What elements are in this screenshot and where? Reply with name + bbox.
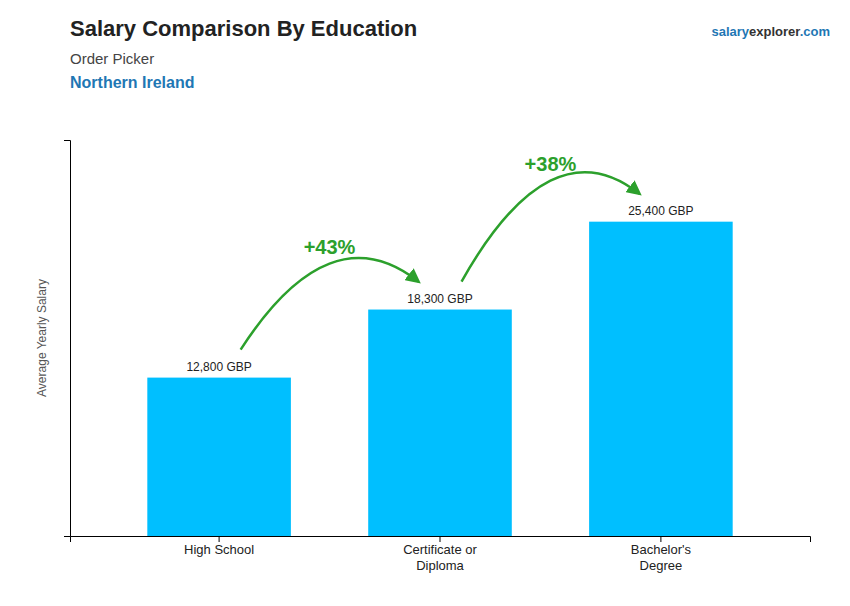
annotation-arrow xyxy=(241,258,419,350)
x-tick-label: Bachelor'sDegree xyxy=(631,542,692,573)
brand-part: .com xyxy=(800,24,830,39)
annotations: +43% +38% xyxy=(241,153,640,350)
data-label: 18,300 GBP xyxy=(407,292,472,306)
data-label: 12,800 GBP xyxy=(186,360,251,374)
y-axis-line xyxy=(64,141,71,537)
subtitle: Order Picker xyxy=(70,50,154,67)
x-tick: Certificate orDiploma xyxy=(403,536,477,573)
data-label: 25,400 GBP xyxy=(628,204,693,218)
x-tick: High School xyxy=(184,536,254,557)
y-axis-title: Average Yearly Salary xyxy=(35,279,49,397)
x-axis-line xyxy=(71,537,811,543)
x-tick-mark xyxy=(660,536,661,542)
x-tick: Bachelor'sDegree xyxy=(631,536,692,573)
title: Salary Comparison By Education xyxy=(70,16,417,41)
x-tick-label: Certificate orDiploma xyxy=(403,542,477,573)
x-tick-label: High School xyxy=(184,542,254,557)
x-tick-mark xyxy=(440,536,441,542)
x-tick-mark xyxy=(219,536,220,542)
subtitle: Northern Ireland xyxy=(70,74,194,91)
chart: Salary Comparison By Education Order Pick… xyxy=(0,0,850,606)
brand-part: salary xyxy=(711,24,749,39)
brand-part: explorer xyxy=(749,24,800,39)
annotation-label: +38% xyxy=(525,153,577,175)
bars xyxy=(147,222,732,536)
x-tick-label-line: Certificate or xyxy=(403,542,477,557)
bar xyxy=(368,310,512,536)
x-tick-label-line: Bachelor's xyxy=(631,542,692,557)
annotation-label: +43% xyxy=(304,236,356,258)
y-axis xyxy=(64,141,71,537)
x-tick-label-line: Degree xyxy=(640,558,683,573)
plot: High School Certificate orDiploma Bachelor… xyxy=(35,141,811,573)
annotation-arrow xyxy=(462,172,640,281)
bar xyxy=(589,222,733,536)
x-tick-label-line: Diploma xyxy=(416,558,464,573)
brand: salaryexplorer.com xyxy=(711,24,830,39)
x-axis: High School Certificate orDiploma Bachelor… xyxy=(71,536,811,573)
bar xyxy=(147,378,291,536)
data-labels: 12,800 GBP 18,300 GBP 25,400 GBP xyxy=(186,204,693,374)
x-tick-label-line: High School xyxy=(184,542,254,557)
